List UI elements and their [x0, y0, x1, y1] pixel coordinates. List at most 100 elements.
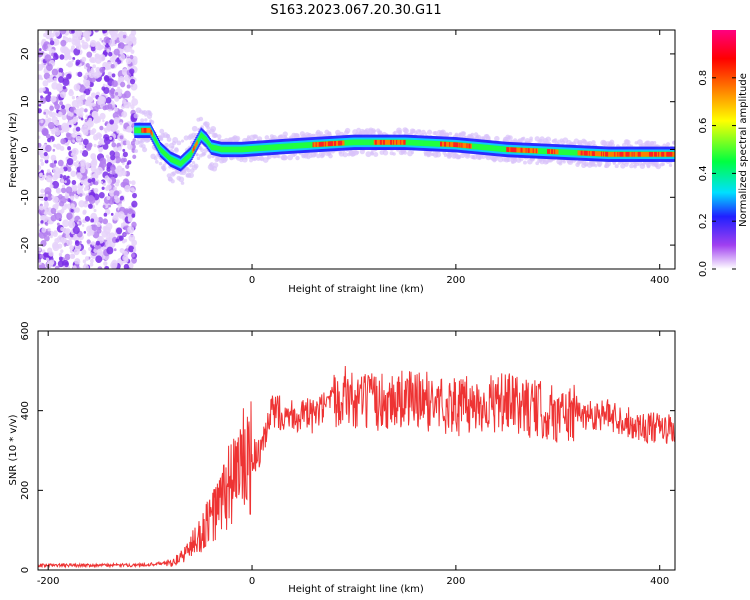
spectrogram-noise-cell — [89, 97, 94, 102]
spectrogram-noise-cell — [82, 129, 89, 136]
spectrogram-noise-cell — [60, 237, 67, 244]
spectrogram-noise-cell — [40, 77, 44, 81]
spectrogram-noise-cell — [56, 222, 60, 226]
colorbar-label: Normalized spectral amplitude — [738, 73, 749, 227]
spectrogram-noise-cell — [45, 32, 52, 40]
spectrogram-noise-cell — [115, 227, 123, 235]
spectrogram-noise-cell — [45, 193, 49, 197]
spectrogram-noise-cell — [43, 196, 48, 201]
spectrogram-noise-cell — [88, 203, 93, 209]
spectrogram-noise-cell — [117, 42, 125, 50]
spectrogram-noise-cell — [106, 39, 110, 44]
spectrogram-noise-cell — [93, 71, 100, 79]
colorbar: 0.00.20.40.60.8 Normalized spectral ampl… — [698, 30, 749, 277]
spectrogram-noise-cell — [85, 44, 89, 48]
spectrogram-noise-cell — [43, 211, 48, 216]
spectrogram-noise-cell — [86, 143, 92, 150]
spectrogram-noise-cell — [40, 119, 44, 124]
spectrogram-noise-cell — [71, 179, 77, 186]
spectrogram-noise-cell — [40, 188, 45, 194]
spectrogram-noise-cell — [80, 162, 85, 167]
y-tick-label: -20 — [20, 237, 31, 253]
spectrogram-halo-cell — [191, 125, 198, 132]
spectrogram-noise-cell — [53, 143, 57, 148]
spectrogram-noise-cell — [89, 258, 94, 264]
spectrogram-noise-cell — [125, 57, 132, 65]
spectrogram-halo-cell — [195, 153, 199, 157]
spectrogram-noise-cell — [132, 36, 137, 42]
spectrogram-noise-cell — [93, 143, 97, 148]
spectrogram-noise-cell — [113, 195, 118, 200]
spectrogram-noise-cell — [65, 132, 71, 138]
spectrogram-noise-cell — [123, 238, 128, 243]
spectrogram-noise-cell — [43, 68, 48, 74]
spectrogram-halo-cell — [668, 163, 673, 168]
spectrogram-noise-cell — [45, 63, 53, 71]
spectrogram-noise-cell — [128, 245, 135, 253]
spectrogram-noise-cell — [95, 66, 101, 73]
spectrogram-peak-cell — [151, 131, 153, 137]
spectrogram-halo-cell — [522, 136, 526, 140]
spectrogram-noise-cell — [84, 162, 91, 169]
spectrogram-heatmap — [38, 30, 675, 269]
spectrogram-noise-cell — [65, 233, 71, 239]
spectrogram-noise-cell — [88, 117, 93, 123]
spectrogram-noise-cell — [90, 107, 93, 110]
spectrogram-noise-cell — [66, 73, 72, 80]
spectrogram-noise-cell — [99, 66, 105, 74]
spectrogram-noise-cell — [127, 217, 133, 223]
spectrogram-noise-cell — [59, 54, 65, 60]
spectrogram-ylabel: Frequency (Hz) — [8, 112, 19, 188]
spectrogram-halo-cell — [206, 125, 211, 130]
spectrogram-noise-cell — [120, 157, 126, 164]
snr-frame — [37, 330, 676, 571]
spectrogram-noise-cell — [86, 231, 92, 237]
spectrogram-noise-cell — [115, 238, 120, 243]
spectrogram-noise-cell — [54, 127, 59, 132]
spectrogram-noise-cell — [126, 105, 130, 109]
spectrogram-noise-cell — [118, 235, 124, 241]
spectrogram-noise-cell — [132, 188, 136, 193]
spectrogram-noise-cell — [121, 111, 128, 118]
spectrogram-noise-cell — [62, 35, 66, 39]
spectrogram-noise-cell — [74, 240, 80, 246]
spectrogram-noise-cell — [106, 196, 111, 201]
spectrogram-noise-cell — [39, 205, 44, 211]
spectrogram-noise-cell — [89, 262, 94, 267]
spectrogram-noise-cell — [40, 161, 45, 166]
spectrogram-noise-cell — [58, 111, 61, 115]
spectrogram-noise-cell — [93, 208, 97, 213]
spectrogram-noise-cell — [71, 59, 75, 63]
spectrogram-noise-cell — [120, 225, 124, 229]
spectrogram-noise-cell — [49, 110, 53, 114]
spectrogram-halo-cell — [142, 147, 148, 153]
spectrogram-noise-cell — [44, 187, 52, 195]
colorbar-gradient — [712, 30, 736, 269]
spectrogram-noise-cell — [61, 114, 67, 121]
spectrogram-noise-cell — [43, 109, 47, 113]
spectrogram-noise-cell — [101, 186, 105, 191]
spectrogram-noise-cell — [103, 86, 110, 94]
spectrogram-halo-cell — [418, 129, 422, 133]
spectrogram-halo-cell — [328, 153, 333, 159]
spectrogram-noise-cell — [82, 146, 85, 150]
spectrogram-noise-cell — [111, 30, 119, 35]
spectrogram-noise-cell — [83, 79, 91, 88]
spectrogram-noise-cell — [60, 39, 67, 47]
spectrogram-noise-cell — [39, 158, 44, 163]
spectrogram-noise-cell — [49, 40, 55, 46]
spectrogram-noise-cell — [132, 248, 137, 253]
spectrogram-noise-cell — [122, 162, 125, 166]
spectrogram-noise-cell — [104, 130, 108, 134]
spectrogram-noise-cell — [71, 118, 77, 125]
spectrogram-halo-cell — [611, 143, 615, 148]
spectrogram-noise-cell — [39, 262, 42, 265]
spectrogram-noise-cell — [97, 252, 100, 255]
spectrogram-noise-cell — [38, 135, 41, 139]
spectrogram-noise-cell — [104, 265, 110, 269]
spectrogram-noise-cell — [130, 140, 136, 146]
spectrogram-halo-cell — [161, 165, 167, 171]
spectrogram-noise-cell — [96, 167, 103, 175]
spectrogram-noise-cell — [89, 39, 97, 47]
